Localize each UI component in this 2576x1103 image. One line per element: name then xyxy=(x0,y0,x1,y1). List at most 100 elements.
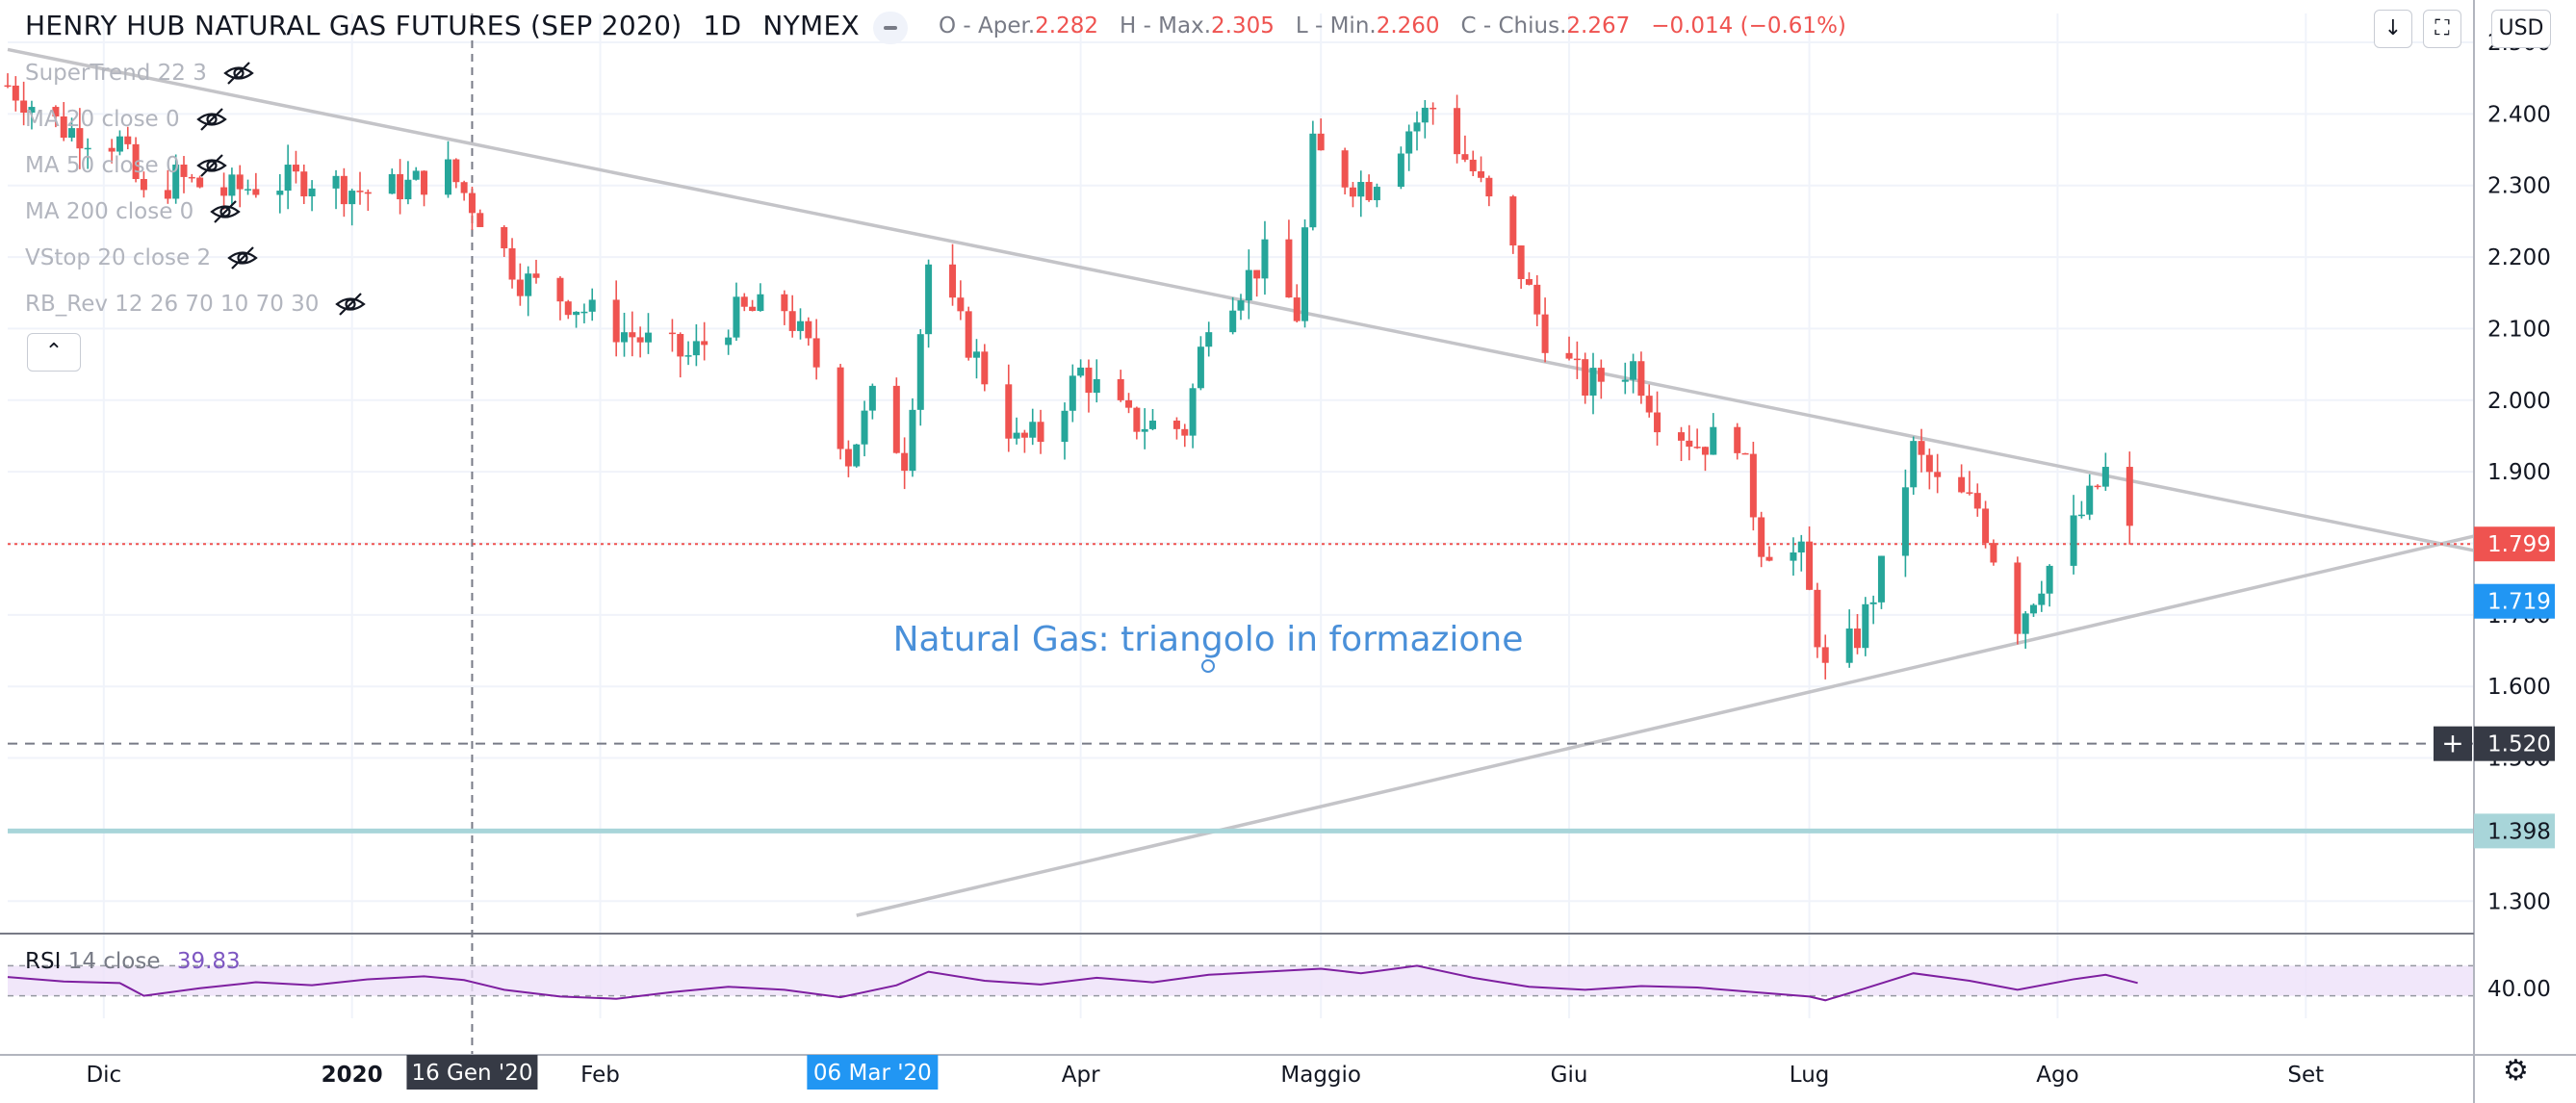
candle-body xyxy=(1901,487,1909,556)
candle-body xyxy=(508,247,516,280)
indicator-legend-item[interactable]: MA 200 close 0 xyxy=(25,194,242,229)
price-label: 1.719 xyxy=(2487,590,2551,615)
candle-body xyxy=(1149,421,1156,429)
rsi-pane xyxy=(8,964,2474,997)
candle-body xyxy=(108,147,116,152)
x-tick-label: 2020 xyxy=(322,1063,383,1088)
candle-body xyxy=(1741,452,1749,455)
candle-body xyxy=(2014,562,2022,634)
candle-body xyxy=(844,449,852,467)
indicator-legend-item[interactable]: VStop 20 close 2 xyxy=(25,241,259,275)
price-label-box xyxy=(2474,526,2555,562)
candle-body xyxy=(445,159,451,195)
candle-body xyxy=(1061,410,1069,443)
chart-annotation[interactable]: Natural Gas: triangolo in formazione xyxy=(893,620,1524,659)
candle-body xyxy=(1253,269,1261,279)
candle-body xyxy=(1405,131,1413,154)
candle-body xyxy=(28,107,36,114)
candle-body xyxy=(348,191,356,205)
candle-body xyxy=(1910,441,1918,488)
candle-body xyxy=(1133,407,1141,432)
candle-body xyxy=(236,174,244,190)
gear-icon[interactable]: ⚙ xyxy=(2503,1054,2529,1088)
indicator-label: VStop 20 close 2 xyxy=(25,245,212,270)
candle-body xyxy=(2022,613,2029,634)
price-labels: 1.799 1.719 + 1.520 1.398 xyxy=(2434,526,2555,849)
candle-body xyxy=(564,301,572,316)
candle-body xyxy=(124,136,132,144)
indicator-legend-item[interactable]: RB_Rev 12 26 70 10 70 30 xyxy=(25,287,367,321)
candle-body xyxy=(1854,628,1861,649)
candle-body xyxy=(1141,428,1148,432)
candle-body xyxy=(573,311,580,316)
download-icon[interactable]: ↓ xyxy=(2374,10,2412,48)
candle-body xyxy=(629,332,636,338)
symbol-title[interactable]: HENRY HUB NATURAL GAS FUTURES (SEP 2020) xyxy=(25,10,683,41)
y-tick-label: 2.000 xyxy=(2487,389,2551,414)
hide-legend-button[interactable] xyxy=(873,12,908,44)
candle-body xyxy=(1357,182,1365,197)
candle-body xyxy=(1845,628,1853,663)
candle-body xyxy=(501,226,508,248)
price-label-box xyxy=(2474,813,2555,849)
candle-body xyxy=(1862,603,1869,649)
candle-body xyxy=(2038,593,2046,605)
x-tick-label: Apr xyxy=(1062,1063,1100,1088)
candle-body xyxy=(332,175,340,189)
candle-body xyxy=(853,444,861,467)
indicator-legend-item[interactable]: MA 50 close 0 xyxy=(25,148,228,183)
fullscreen-icon[interactable]: ⛶ xyxy=(2423,10,2461,48)
hidden-eye-icon[interactable] xyxy=(195,153,228,178)
candle-body xyxy=(1806,541,1814,590)
candle-body xyxy=(1077,367,1085,376)
crosshair-date-label: 16 Gen '20 xyxy=(411,1061,532,1086)
indicator-legend-item[interactable]: MA 20 close 0 xyxy=(25,102,228,137)
candle-body xyxy=(781,294,788,312)
candle-body xyxy=(1710,426,1717,455)
currency-button[interactable]: USD xyxy=(2491,10,2551,48)
candle-body xyxy=(1245,269,1252,301)
candle-body xyxy=(1125,399,1133,408)
x-tick-label: Lug xyxy=(1790,1063,1830,1088)
candle-body xyxy=(300,171,308,197)
candle-body xyxy=(1693,447,1701,449)
hidden-eye-icon[interactable] xyxy=(195,107,228,132)
indicator-label: SuperTrend 22 3 xyxy=(25,61,207,86)
exchange-label: NYMEX xyxy=(762,10,860,41)
candle-body xyxy=(1430,107,1437,110)
collapse-legend-button[interactable]: ⌃ xyxy=(27,333,81,372)
y-tick-label: 2.400 xyxy=(2487,102,2551,127)
candle-body xyxy=(612,299,620,343)
candle-body xyxy=(1966,492,1973,494)
price-label-box xyxy=(2474,726,2555,761)
candle-body xyxy=(1925,454,1933,473)
candle-body xyxy=(812,338,820,368)
candle-body xyxy=(12,85,19,101)
hidden-eye-icon[interactable] xyxy=(334,292,367,317)
candle-body xyxy=(1085,367,1093,394)
candle-body xyxy=(797,321,804,331)
candle-body xyxy=(677,333,684,357)
candle-body xyxy=(1069,375,1076,411)
indicator-label: MA 200 close 0 xyxy=(25,199,194,224)
x-tick-label: Feb xyxy=(580,1063,620,1088)
hidden-eye-icon[interactable] xyxy=(209,199,242,224)
candle-body xyxy=(1678,432,1685,441)
hidden-eye-icon[interactable] xyxy=(226,245,259,270)
candle-body xyxy=(397,173,404,200)
hidden-eye-icon[interactable] xyxy=(222,61,255,86)
y-tick-label: 2.100 xyxy=(2487,317,2551,342)
indicator-legend-item[interactable]: SuperTrend 22 3 xyxy=(25,56,255,90)
rsi-tick-label: 40.00 xyxy=(2487,977,2551,1002)
candle-body xyxy=(68,128,76,139)
candle-body xyxy=(725,337,733,346)
candle-body xyxy=(1349,187,1356,197)
candle-body xyxy=(1037,422,1044,443)
candle-body xyxy=(636,337,644,343)
candle-body xyxy=(76,128,84,149)
candle-body xyxy=(788,311,796,331)
candles xyxy=(4,73,2133,680)
candle-body xyxy=(1285,239,1293,298)
interval-label[interactable]: 1D xyxy=(703,10,742,41)
